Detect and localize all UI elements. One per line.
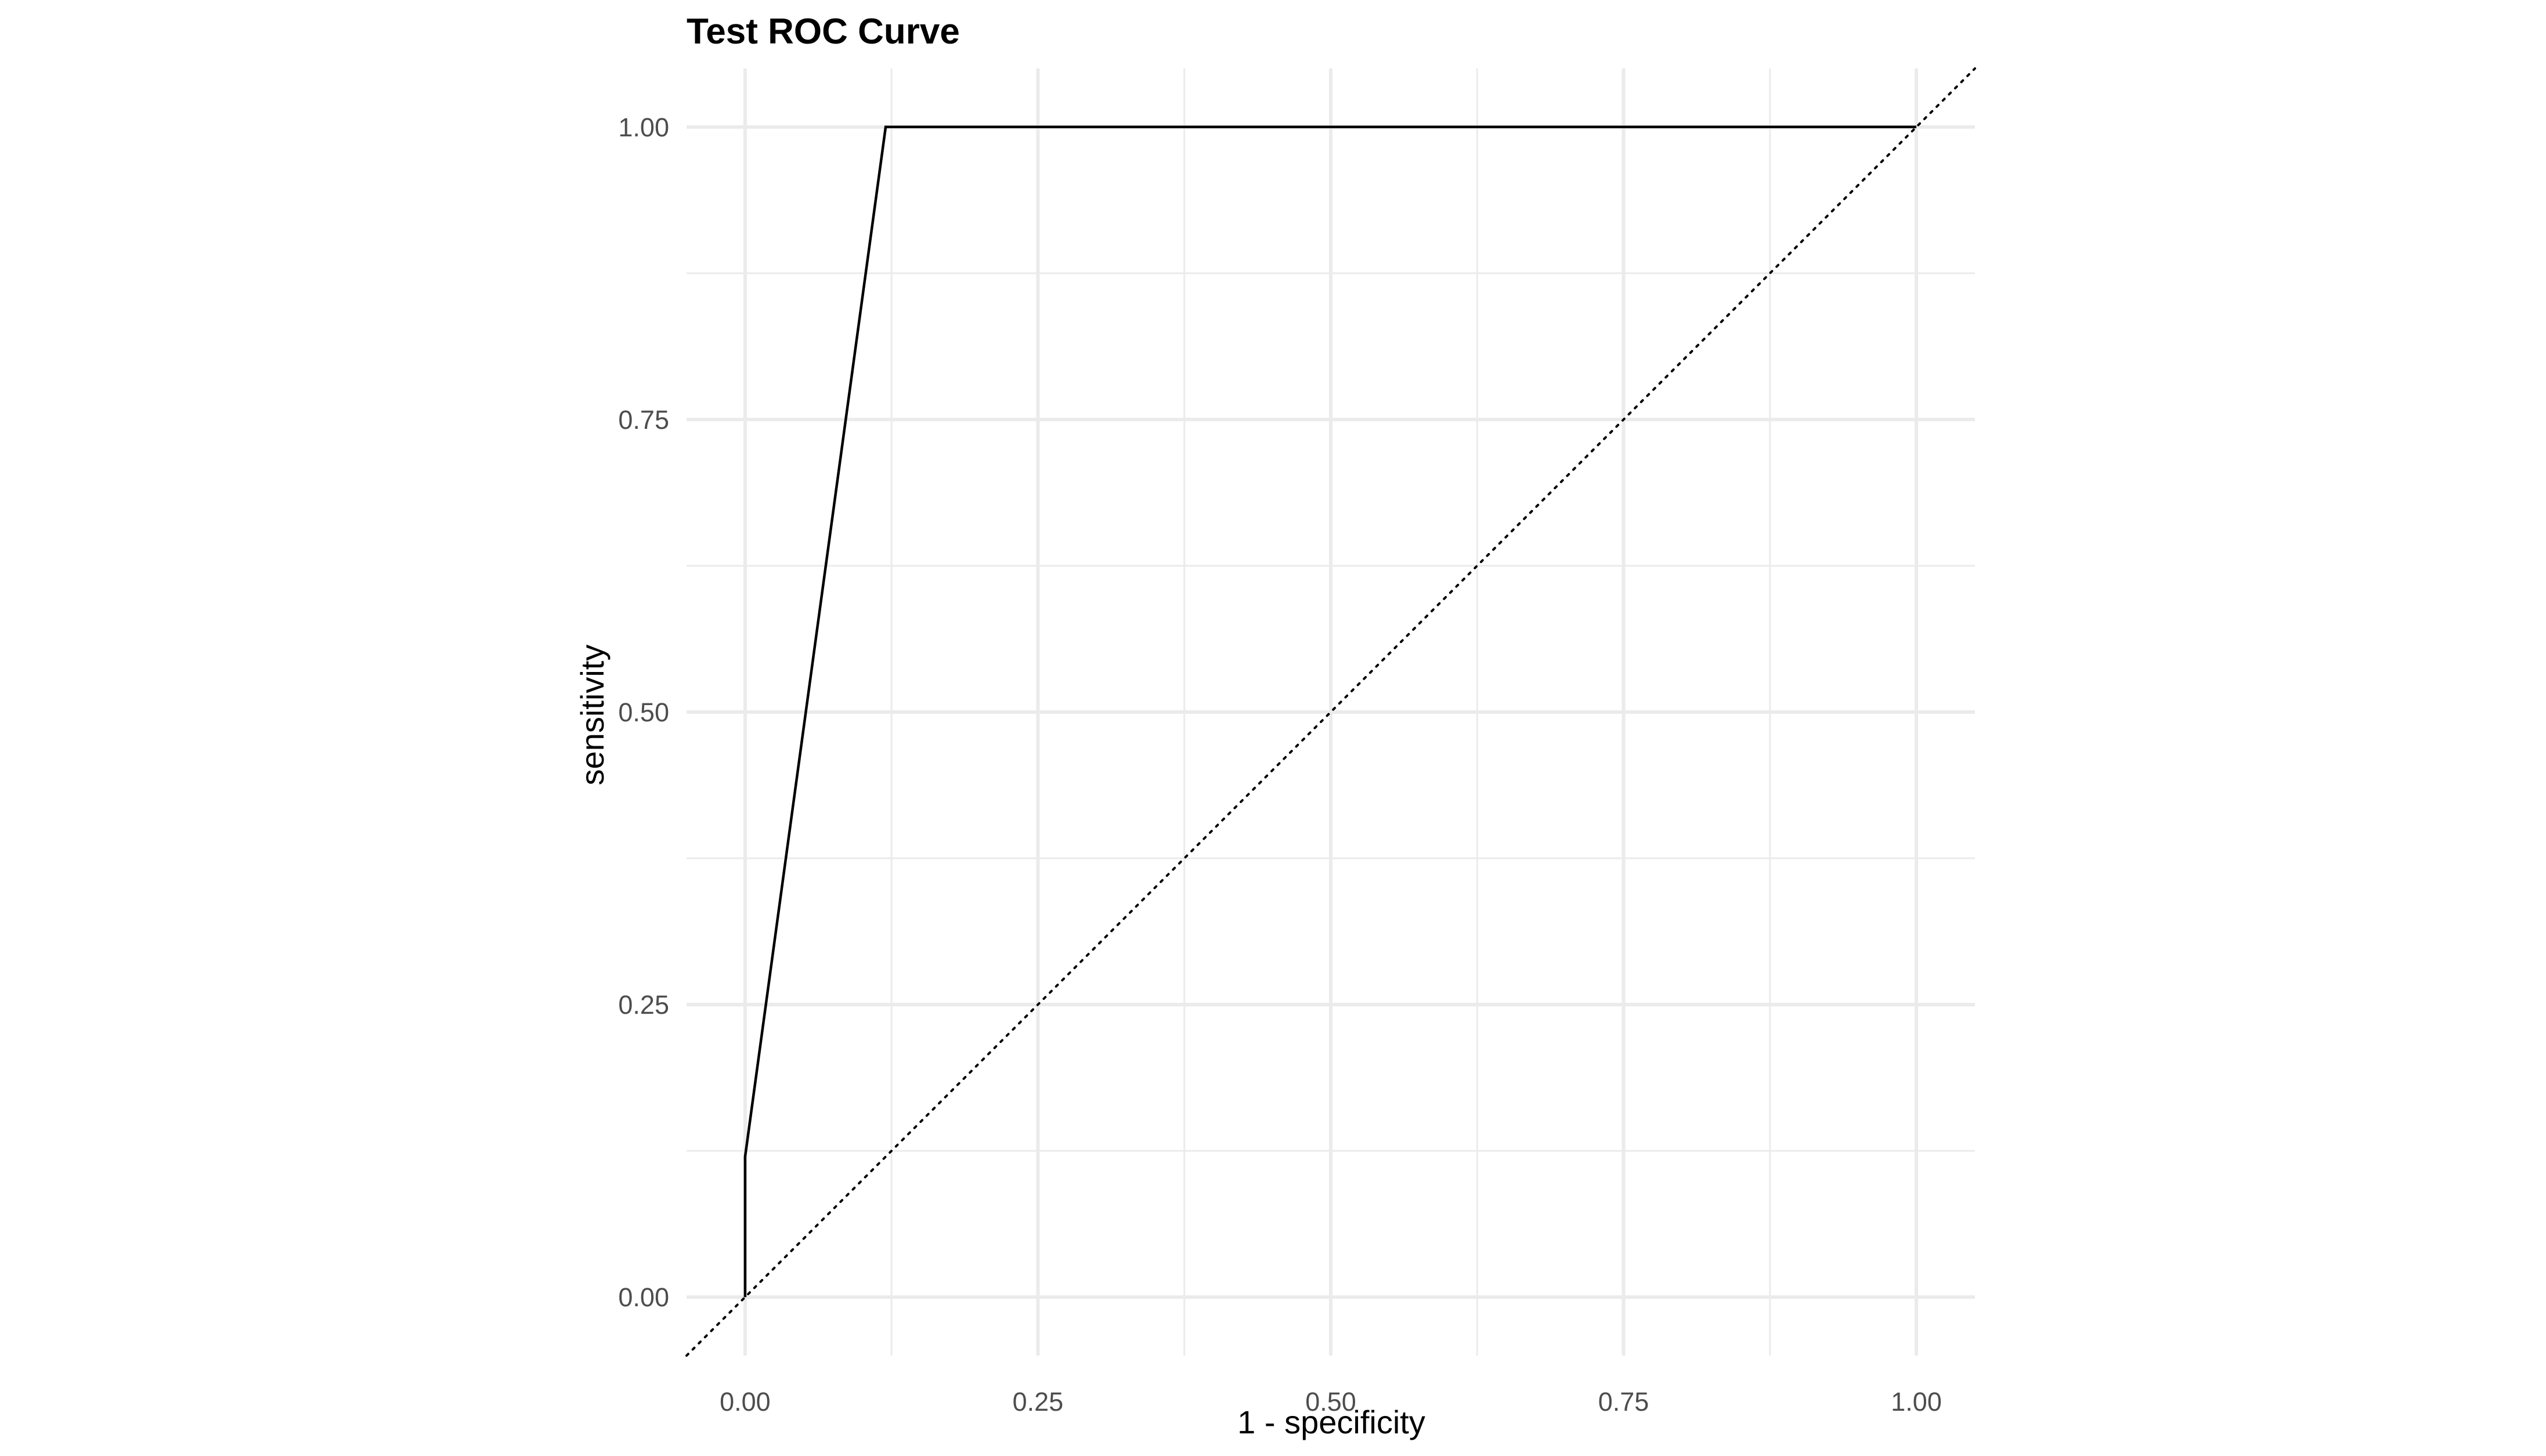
chart-title: Test ROC Curve [687,12,960,52]
y-tick-labels: 0.00 0.25 0.50 0.75 1.00 [618,113,669,1312]
reference-line-layer [685,67,1976,1357]
y-axis-title: sensitivity [574,645,611,786]
x-tick-label: 0.75 [1598,1387,1649,1417]
x-tick-label: 0.25 [1013,1387,1064,1417]
y-tick-label: 0.00 [618,1282,669,1312]
diagonal-reference-line [685,67,1976,1357]
x-axis-title: 1 - specificity [1237,1404,1425,1440]
series-layer [743,125,1917,1298]
y-tick-label: 0.25 [618,990,669,1020]
y-tick-label: 0.75 [618,405,669,435]
y-tick-label: 1.00 [618,113,669,142]
x-tick-label: 1.00 [1891,1387,1942,1417]
x-tick-label: 0.00 [720,1387,771,1417]
roc-curve-line [743,125,1917,1298]
x-tick-label: 0.50 [1305,1387,1356,1417]
y-tick-label: 0.50 [618,698,669,727]
x-tick-labels: 0.00 0.25 0.50 0.75 1.00 [720,1387,1942,1417]
